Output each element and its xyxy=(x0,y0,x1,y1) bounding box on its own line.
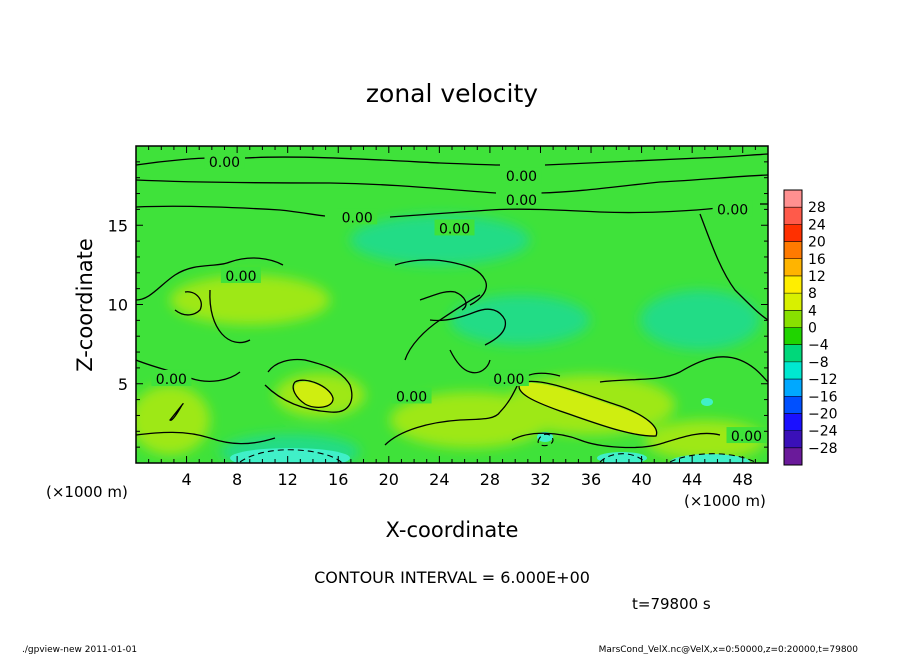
time-label: t=79800 s xyxy=(632,595,711,613)
colorbar-swatch xyxy=(784,190,802,208)
contour-label: 0.00 xyxy=(209,155,240,171)
x-axis-label: X-coordinate xyxy=(386,518,519,542)
contour-label: 0.00 xyxy=(717,202,748,218)
contour-label-bg xyxy=(434,219,475,236)
colorbar-swatch xyxy=(784,361,802,380)
contour-label: 0.00 xyxy=(493,372,524,388)
y-axis: 5 10 15 xyxy=(108,145,768,464)
contour-label-bg xyxy=(501,167,542,184)
colorbar-level-label: 0 xyxy=(808,321,817,337)
contour-label: 0.00 xyxy=(506,169,537,185)
y-tick-label: 5 xyxy=(118,375,128,394)
y-tick-label: 10 xyxy=(108,296,128,315)
contour-label: 0.00 xyxy=(506,193,537,209)
colorbar-swatch xyxy=(784,344,802,362)
colorbar-level-label: −16 xyxy=(808,389,838,405)
x-tick-label: 24 xyxy=(429,470,449,489)
contour-label: 0.00 xyxy=(342,210,373,226)
colorbar-swatch xyxy=(784,207,802,225)
colorbar-level-label: −12 xyxy=(808,372,838,388)
x-tick-label: 16 xyxy=(328,470,348,489)
colorbar-level-label: −24 xyxy=(808,424,838,440)
x-tick-label: 44 xyxy=(682,470,702,489)
colorbar-swatch xyxy=(784,310,802,328)
contour-label-bg xyxy=(220,266,261,283)
contour-interval-label: CONTOUR INTERVAL = 6.000E+00 xyxy=(314,568,590,587)
contour-label-bg xyxy=(488,369,529,386)
colorbar-swatch xyxy=(784,293,802,311)
colorbar-swatch xyxy=(784,396,802,414)
contour-label-bg xyxy=(204,152,245,169)
footer-left: ./gpview-new 2011-01-01 xyxy=(22,645,137,654)
x-tick-label: 8 xyxy=(232,470,242,489)
contour-lines xyxy=(136,153,768,449)
contour-label-bg xyxy=(391,387,432,404)
contour-label: 0.00 xyxy=(156,372,187,388)
contour-label-bg xyxy=(726,427,767,444)
contour-label: 0.00 xyxy=(225,269,256,285)
x-tick-label: 48 xyxy=(733,470,753,489)
y-tick-label: 15 xyxy=(108,216,128,235)
x-tick-label: 4 xyxy=(181,470,191,489)
colorbar-frame xyxy=(783,189,803,466)
colorbar-swatch xyxy=(784,379,802,397)
colorbar-level-label: −28 xyxy=(808,441,838,457)
x-tick-label: 12 xyxy=(278,470,298,489)
field-shading xyxy=(136,215,765,463)
contour-label: 0.00 xyxy=(731,429,762,445)
y-axis-label: Z-coordinate xyxy=(73,238,97,372)
colorbar-level-label: 28 xyxy=(808,200,826,216)
x-tick-label: 20 xyxy=(379,470,399,489)
colorbar-swatch xyxy=(784,275,802,294)
colorbar-swatch xyxy=(784,241,802,259)
colorbar-swatch xyxy=(784,413,802,431)
contour-label: 0.00 xyxy=(396,389,427,405)
footer-right: MarsCond_VelX.nc@VelX,x=0:50000,z=0:2000… xyxy=(599,645,859,654)
x-axis-unit-left: (×1000 m) xyxy=(46,483,128,501)
contour-label-bg xyxy=(712,200,753,217)
colorbar-level-label: 12 xyxy=(808,269,826,285)
x-tick-label: 36 xyxy=(581,470,601,489)
x-axis: 4 8 12 16 20 24 28 32 36 40 44 48 xyxy=(135,146,769,489)
x-axis-unit-right: (×1000 m) xyxy=(684,492,766,510)
colorbar-level-label: 4 xyxy=(808,303,817,319)
x-tick-label: 28 xyxy=(480,470,500,489)
plot-area: 0.00 0.00 0.00 0.00 0.00 0.00 0.00 0.00 0.00 0.00… xyxy=(136,146,768,463)
colorbar-swatch xyxy=(784,224,802,242)
colorbar-level-label: 24 xyxy=(808,217,826,233)
x-tick-label: 32 xyxy=(530,470,550,489)
colorbar-swatch xyxy=(784,327,802,345)
colorbar-level-label: −8 xyxy=(808,355,829,371)
contour-label-bg xyxy=(501,190,542,207)
colorbar-level-label: −20 xyxy=(808,406,838,422)
x-tick-label: 40 xyxy=(631,470,651,489)
contour-label: 0.00 xyxy=(439,221,470,237)
colorbar-level-label: 8 xyxy=(808,286,817,302)
colorbar-swatch xyxy=(784,258,802,276)
colorbar-level-label: −4 xyxy=(808,338,829,354)
contour-label-bg xyxy=(337,208,378,225)
contour-labels: 0.00 0.00 0.00 0.00 0.00 0.00 0.00 0.00 0.00 0.00… xyxy=(151,152,767,445)
colorbar-level-label: 20 xyxy=(808,235,826,251)
chart-title: zonal velocity xyxy=(366,79,538,108)
contour-label-bg xyxy=(151,369,192,386)
colorbar-swatch xyxy=(784,430,802,448)
colorbar-level-label: 16 xyxy=(808,252,826,268)
colorbar-swatch xyxy=(784,447,802,465)
